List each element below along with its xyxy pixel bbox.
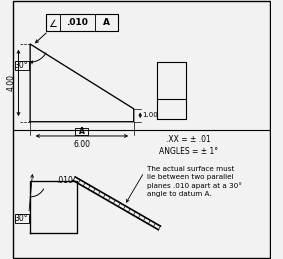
Text: 4.00: 4.00 xyxy=(7,74,16,91)
Text: 1.00: 1.00 xyxy=(142,112,158,118)
Text: .010: .010 xyxy=(67,18,88,27)
Text: .XX = ± .01
ANGLES = ± 1°: .XX = ± .01 ANGLES = ± 1° xyxy=(158,135,218,156)
Polygon shape xyxy=(76,128,88,135)
Text: A: A xyxy=(103,18,110,27)
Text: .010: .010 xyxy=(56,176,73,184)
Text: 30°: 30° xyxy=(15,214,29,223)
Text: The actual surface must
lie between two parallel
planes .010 apart at a 30°
angl: The actual surface must lie between two … xyxy=(147,166,242,197)
Text: $\angle$: $\angle$ xyxy=(48,17,58,29)
Text: 30°: 30° xyxy=(15,61,29,70)
Text: 6.00: 6.00 xyxy=(73,140,91,149)
Text: A: A xyxy=(79,127,85,136)
